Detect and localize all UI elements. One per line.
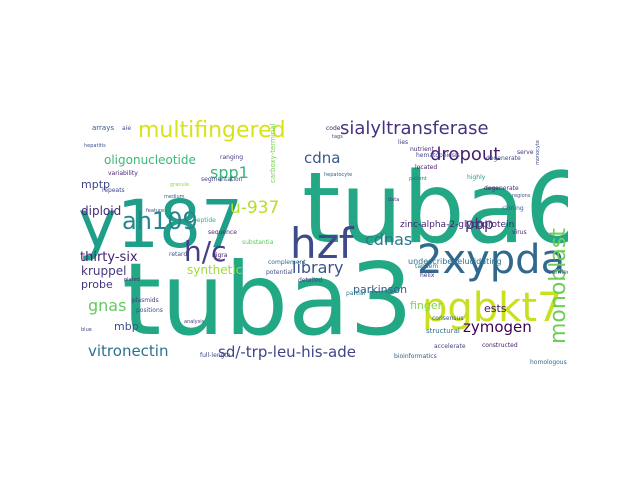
cloud-word: retard (169, 251, 188, 258)
cloud-word: code (326, 125, 341, 132)
cloud-word: data (388, 197, 400, 203)
cloud-word: finger (410, 299, 443, 312)
cloud-word: lies (398, 139, 409, 146)
cloud-word: potential (266, 269, 293, 276)
cloud-word: zinc-alpha-2-glycoprotein (400, 220, 515, 230)
cloud-word: virus (512, 229, 527, 236)
cloud-word: carboxy-terminal (269, 123, 277, 183)
cloud-word: peptide (193, 217, 216, 224)
cloud-word: pbp (465, 215, 494, 233)
cloud-word: thirty-six (80, 250, 138, 265)
cloud-word: plated (124, 277, 140, 283)
cloud-word: nutrient (410, 146, 434, 153)
cloud-word: structural (426, 327, 460, 335)
cloud-word: helix (420, 272, 435, 279)
cloud-word: located (415, 164, 438, 171)
cloud-word: diploid (81, 204, 122, 218)
cloud-word: ah109 (122, 207, 198, 235)
cloud-word: repeats (102, 187, 125, 194)
cloud-word: analysis (184, 319, 205, 325)
cloud-word: h/c (184, 235, 227, 268)
cloud-word: bioinformatics (394, 353, 437, 360)
cloud-word: sequence (208, 229, 237, 236)
cloud-word: sd/-trp-leu-his-ade (218, 343, 356, 361)
cloud-word: verified (548, 269, 568, 276)
cloud-word: tandem (415, 263, 439, 270)
cloud-word: hepatitis (84, 143, 106, 149)
cloud-word: substantia (242, 239, 274, 246)
cloud-word: u-937 (230, 198, 280, 218)
cloud-word: hzf (290, 219, 354, 268)
cloud-word: degenerate (484, 185, 519, 192)
cloud-word: plasmids (132, 297, 159, 304)
cloud-word: cloning (502, 205, 524, 212)
cloud-word: gnas (88, 296, 127, 315)
cloud-word: hematopoiesis (416, 152, 460, 159)
cloud-word: ests (484, 302, 507, 315)
cloud-word: sialyltransferase (340, 120, 489, 139)
cloud-word: medium (164, 194, 185, 200)
cloud-word: kruppel (81, 264, 127, 278)
cloud-word: partial (346, 290, 366, 297)
cloud-word: cdna (304, 149, 341, 167)
cloud-word: tuba3 (122, 241, 413, 358)
cloud-word: parkinson (353, 283, 408, 296)
cloud-word: serve (517, 149, 534, 156)
cloud-word: synthetic (187, 263, 243, 277)
cloud-word: consensus (432, 315, 464, 322)
cloud-word: degenerate (486, 155, 521, 162)
cloud-word: full-length (200, 352, 231, 359)
cloud-word: aie (122, 125, 132, 132)
cloud-word: positions (136, 307, 163, 314)
cloud-word: tuba6 (302, 152, 568, 266)
cloud-word: patient (409, 176, 427, 182)
cloud-word: variability (108, 170, 138, 177)
cloud-word: nigra (212, 252, 228, 259)
cloud-word: arrays (92, 124, 115, 132)
cloud-word: 2xypda (417, 237, 566, 283)
word-cloud: tuba6 tuba3 y187 hzf 2xypda pgbkt7 multifinger… (72, 120, 568, 368)
cloud-word: library (292, 258, 344, 277)
cloud-word: feature (146, 208, 165, 214)
cloud-word: detailed (298, 277, 323, 284)
cloud-word: spp1 (210, 163, 249, 182)
cloud-word: ranging (220, 154, 244, 161)
cloud-word: hepatocyte (324, 172, 353, 178)
cloud-word: y187 (78, 186, 244, 263)
cloud-word: zymogen (463, 318, 532, 336)
cloud-word: oligonucleotide (104, 153, 196, 167)
cloud-word: accelerate (434, 343, 466, 350)
cloud-word: dropout (430, 144, 501, 165)
cloud-word: vitronectin (88, 342, 169, 360)
cloud-word: mptp (81, 178, 110, 191)
cloud-word: monoblast (546, 228, 568, 344)
cloud-word: complement (268, 259, 306, 266)
cloud-word: highly (467, 174, 486, 181)
cloud-word: multifingered (138, 120, 286, 143)
cloud-word: segmentation (201, 176, 243, 183)
cloud-word: blue (81, 327, 92, 333)
cloud-word: granule (170, 182, 190, 188)
cloud-word: probe (81, 278, 113, 291)
cloud-word: regions (512, 193, 531, 199)
cloud-word: undescribedelucidating (408, 257, 502, 266)
cloud-word: monocyte (535, 140, 541, 165)
cloud-word: tags (332, 134, 343, 140)
cloud-word: homologous (530, 359, 567, 366)
cloud-word: pgbkt7 (422, 285, 563, 331)
cloud-word: cdnas (365, 230, 413, 249)
cloud-word: mbp (114, 320, 139, 333)
cloud-word: constructed (482, 342, 518, 349)
